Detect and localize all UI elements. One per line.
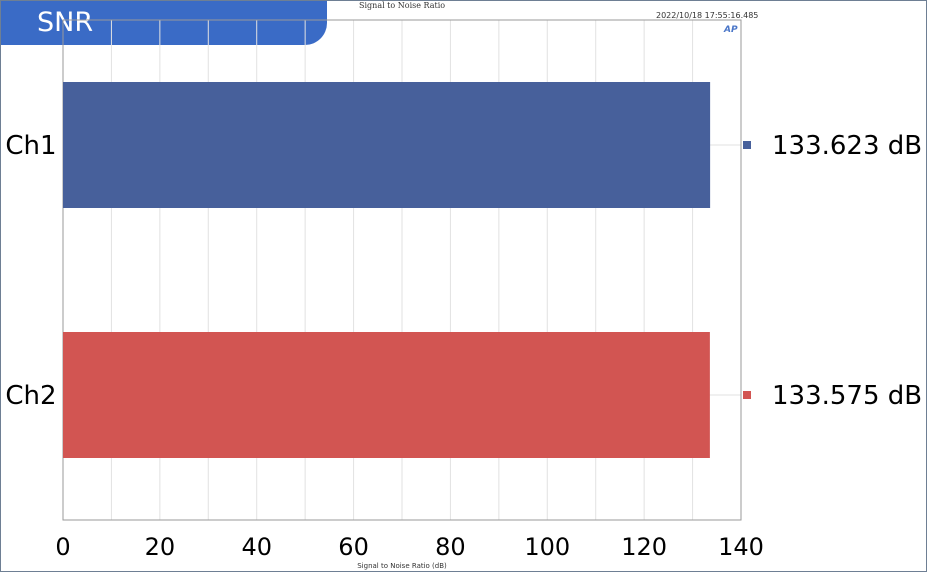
- x-tick-label: 60: [338, 533, 369, 561]
- category-labels: Ch1 Ch2: [5, 131, 56, 411]
- bar-ch1: [63, 82, 711, 208]
- bar-ch2: [63, 332, 710, 458]
- ap-logo-icon: AP: [724, 25, 738, 35]
- legend-swatch: [743, 391, 751, 399]
- bars: [63, 82, 711, 458]
- value-legend: 133.623 dB 133.575 dB: [743, 131, 922, 411]
- x-tick-label: 20: [145, 533, 176, 561]
- plot-area-border: [62, 19, 742, 521]
- value-label: 133.623 dB: [772, 131, 922, 161]
- legend-swatch: [743, 141, 751, 149]
- x-axis-label: Signal to Noise Ratio (dB): [357, 562, 447, 570]
- x-tick-labels: 0 20 40 60 80 100 120 140: [55, 533, 764, 561]
- chart-title: Signal to Noise Ratio: [359, 1, 446, 10]
- x-tick-label: 0: [55, 533, 70, 561]
- x-tick-label: 80: [435, 533, 466, 561]
- snr-badge: SNR: [1, 1, 327, 45]
- snr-badge-label: SNR: [37, 7, 94, 38]
- x-tick-label: 100: [524, 533, 570, 561]
- x-tick-label: 120: [621, 533, 667, 561]
- category-label: Ch1: [5, 131, 56, 161]
- category-label: Ch2: [5, 381, 56, 411]
- value-label: 133.575 dB: [772, 381, 922, 411]
- x-tick-label: 40: [241, 533, 272, 561]
- x-tick-label: 140: [718, 533, 764, 561]
- timestamp: 2022/10/18 17:55:16.485: [656, 11, 759, 20]
